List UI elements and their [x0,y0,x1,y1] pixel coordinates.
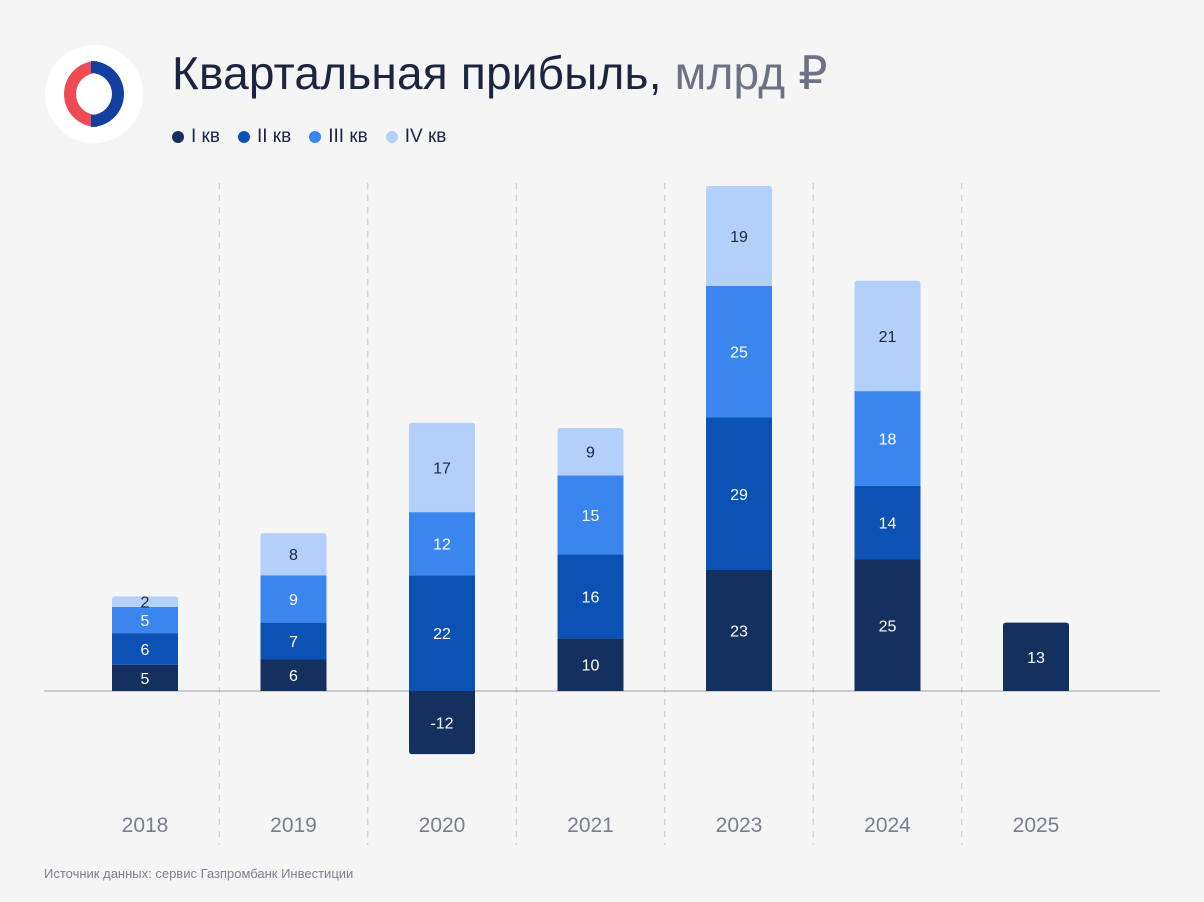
legend-item: II кв [237,126,292,148]
bar-segment [260,533,327,576]
bar-segment [112,633,178,665]
x-tick-label: 2023 [716,814,763,837]
title-main: Квартальная прибыль, [172,47,662,99]
chart-legend: I кв II кв III кв IV кв [172,126,446,148]
x-tick-label: 2020 [419,814,466,837]
bar-segment [409,512,475,576]
bar-segment [557,638,624,691]
data-label: 14 [879,516,897,533]
x-tick-label: 2018 [122,814,169,837]
bar-segment [260,622,327,660]
data-label: 9 [586,445,595,462]
legend-item: I кв [172,126,220,148]
bar-segment [112,664,178,691]
data-label: 9 [289,592,298,609]
data-label: 15 [582,508,600,525]
bar-segment [557,428,624,476]
bar-segment [260,659,327,691]
legend-swatch [172,131,184,143]
bar-segment [409,691,475,755]
data-source-note: Источник данных: сервис Газпромбанк Инве… [44,866,354,881]
bar-segment [854,485,921,560]
data-label: 25 [879,618,897,635]
bar-segment [260,575,327,623]
bar-segment [557,554,624,639]
bar-segment [854,280,921,392]
x-tick-label: 2025 [1013,814,1060,837]
data-label: 7 [289,634,298,651]
data-label: 22 [433,626,451,643]
legend-swatch [385,131,398,143]
legend-item: IV кв [385,126,447,148]
brand-logo [45,45,143,143]
x-tick-label: 2019 [270,814,317,837]
data-label: 6 [289,668,298,685]
data-label: 5 [141,613,150,630]
data-label: 8 [289,547,298,564]
data-label: 23 [730,624,748,641]
bar-segment [112,606,178,634]
data-label: 13 [1027,650,1045,667]
data-label: 16 [582,589,600,606]
title-unit: млрд ₽ [674,47,828,99]
data-label: 17 [433,460,451,477]
legend-swatch [237,131,250,143]
bar-segment [706,570,772,691]
legend-item: III кв [309,126,368,148]
data-label: 21 [879,329,897,346]
bar-segment [706,285,772,418]
bar-segment [854,559,921,691]
data-label: 10 [582,658,600,675]
data-label: 19 [730,229,748,246]
data-label: 25 [730,345,748,362]
legend-swatch [309,131,322,143]
legend-label: IV кв [404,126,447,147]
legend-label: I кв [191,126,220,147]
data-label: 5 [141,671,150,688]
data-label: -12 [430,716,453,733]
data-label: 2 [141,595,150,612]
bar-segment [409,422,475,513]
data-label: 12 [433,537,451,554]
bar-segment [1003,622,1069,691]
x-tick-label: 2021 [567,814,614,837]
bar-segment [557,475,624,555]
bar-segment [706,186,772,286]
bar-segment [854,391,921,486]
legend-label: III кв [328,126,368,147]
data-label: 6 [141,642,150,659]
data-label: 18 [879,432,897,449]
bar-segment [409,575,475,691]
legend-label: II кв [256,126,292,147]
page-title: Квартальная прибыль, млрд ₽ [172,46,828,100]
bar-segment [706,417,772,571]
x-tick-label: 2024 [864,814,911,837]
bar-segment [112,596,178,607]
data-label: 29 [730,487,748,504]
